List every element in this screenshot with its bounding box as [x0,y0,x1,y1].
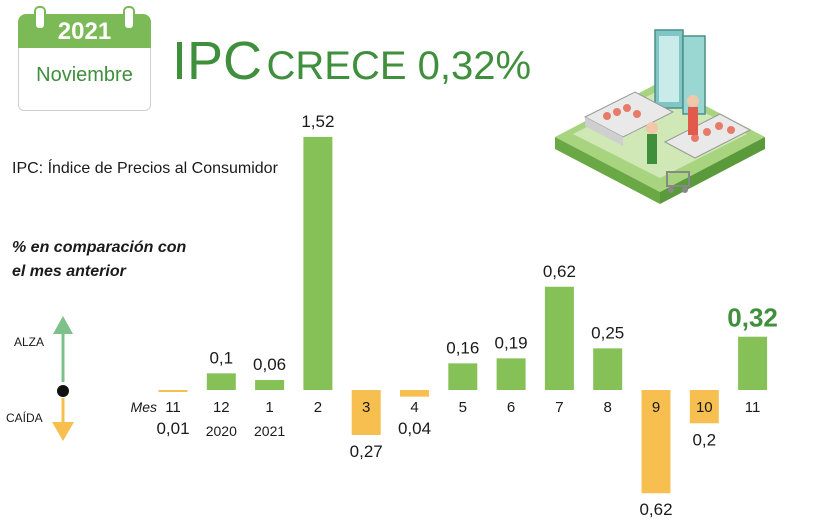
x-tick-label-8: 7 [555,399,563,416]
comparison-note-line1: % en comparación con [12,239,187,256]
down-arrow-icon [52,422,74,441]
bar-10 [641,390,671,494]
legend-up-label: ALZA [14,335,45,349]
bars-group: 110,011220200,1120210,0621,5230,2740,045… [156,112,777,519]
value-label-1: 0,1 [209,348,233,367]
x-axis-label: Mes [131,399,157,415]
x-tick-label-6: 5 [459,399,467,416]
year-label-1: 2020 [206,423,237,439]
year-label-2: 2021 [254,423,285,439]
value-label-5: 0,04 [398,419,431,438]
page-title: IPC CRECE 0,32% [172,30,531,92]
value-label-11: 0,2 [692,430,716,449]
value-label-0: 0,01 [156,419,189,438]
bar-1 [206,373,236,390]
up-arrow-icon [53,316,73,334]
bar-9 [593,348,623,390]
x-tick-label-11: 10 [696,399,713,416]
legend-zero-dot [57,385,69,397]
bar-6 [448,363,478,390]
value-label-9: 0,25 [591,323,624,342]
comparison-note: % en comparación con el mes anterior [12,236,186,284]
subtitle: IPC: Índice de Precios al Consumidor [12,160,278,177]
x-tick-label-5: 4 [410,399,418,416]
bar-2 [255,380,285,390]
x-tick-label-0: 11 [165,399,181,416]
value-label-10: 0,62 [639,500,672,519]
x-tick-label-7: 6 [507,399,515,416]
title-rest: CRECE 0,32% [266,44,532,88]
bar-7 [496,358,526,390]
x-tick-label-12: 11 [745,399,761,416]
bar-0 [158,390,188,392]
x-tick-label-9: 8 [604,399,612,416]
bar-11 [689,390,719,424]
x-tick-label-10: 9 [652,399,660,416]
value-label-7: 0,19 [495,333,528,352]
comparison-note-line2: el mes anterior [12,263,126,280]
bar-12 [738,336,768,390]
value-label-12: 0,32 [727,303,778,333]
bar-8 [544,286,574,390]
calendar-body [18,48,151,111]
supermarket-illustration-icon [555,29,765,204]
x-tick-label-1: 12 [213,399,230,416]
title-main: IPC [172,31,263,91]
bar-3 [303,136,333,390]
value-label-2: 0,06 [253,355,286,374]
calendar-badge: 2021 Noviembre [18,6,151,112]
x-tick-label-4: 3 [362,399,370,416]
value-label-8: 0,62 [543,262,576,281]
value-label-6: 0,16 [446,338,479,357]
value-label-4: 0,27 [350,442,383,461]
calendar-ring-right [123,6,135,30]
calendar-year: 2021 [57,18,112,45]
calendar-ring-left [34,6,46,30]
legend-down-label: CAÍDA [6,411,43,425]
bar-5 [400,390,429,397]
bar-4 [351,390,381,435]
x-tick-label-3: 2 [314,399,322,416]
calendar-month: Noviembre [36,64,133,86]
x-tick-label-2: 1 [265,399,273,416]
value-label-3: 1,52 [301,112,334,131]
